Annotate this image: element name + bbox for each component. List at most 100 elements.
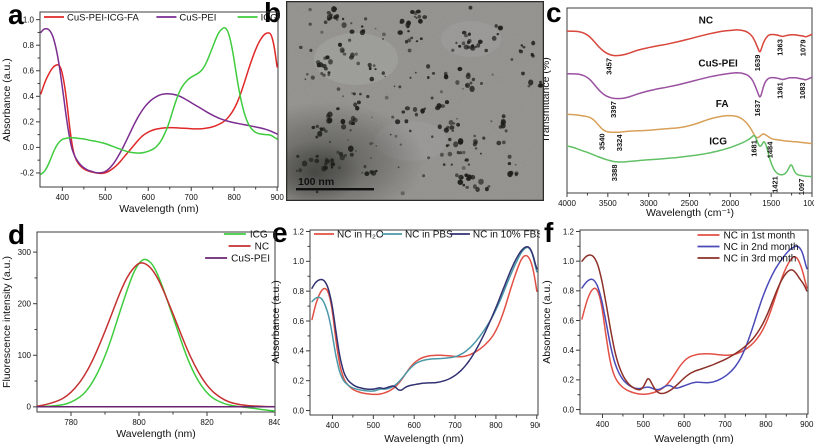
x-tick-label: 800 [228, 193, 242, 202]
series-label: CuS-PEI [698, 58, 738, 69]
x-tick-label: 900 [270, 193, 284, 202]
series-cus-pei [567, 72, 812, 100]
x-tick-label: 600 [142, 193, 156, 202]
x-tick-label: 2500 [681, 199, 699, 208]
y-tick-label: 0.8 [293, 287, 305, 296]
legend-item: NC in PBS [405, 230, 453, 241]
peak-annotation: 3388 [610, 165, 619, 182]
x-axis-label: Wavelength (nm) [384, 433, 464, 445]
x-tick-label: 500 [99, 193, 113, 202]
y-tick-label: 0.4 [23, 92, 35, 101]
legend-item: NC [255, 242, 269, 253]
series-group [567, 29, 812, 178]
legend-item: NC in 1st month [724, 231, 796, 242]
x-tick-label: 600 [678, 420, 692, 429]
legend-item: NC in 10% FBS [473, 230, 540, 241]
legend-item: CuS-PEI-ICG-FA [67, 12, 139, 23]
x-tick-label: 500 [367, 421, 381, 430]
peak-annotation: 1097 [797, 179, 806, 196]
y-tick-label: 0.2 [563, 376, 575, 385]
y-axis-label: Absorbance (a.u.) [270, 280, 282, 363]
x-axis-label: Wavelength (nm) [116, 428, 196, 440]
peak-annotation: 3540 [598, 133, 607, 150]
series-label: ICG [709, 137, 727, 148]
series-cus-pei-icg-fa [40, 32, 278, 175]
series-group [37, 258, 275, 412]
series-nc-in-pbs [311, 246, 538, 392]
peak-annotation: 1079 [799, 40, 808, 57]
chart-e: 400 500 600 700 800 900 0.0 0.2 0.4 0.6 0.8 1.0 1.2 N… [270, 227, 540, 445]
x-tick-label: 3500 [599, 199, 617, 208]
plot-frame [39, 11, 279, 188]
series-nc [37, 262, 275, 408]
chart-a: 400 500 600 700 800 900 -0.2 0.0 0.2 0.4 0.6 0.8 1.0… [1, 11, 284, 215]
y-tick-label: 0.8 [23, 41, 35, 50]
peak-annotation: 3324 [615, 134, 624, 152]
series-label: NC [699, 16, 713, 27]
plot-frame [309, 229, 539, 416]
x-tick-label: 1500 [762, 199, 780, 208]
legend-item: CuS-PEI [231, 254, 270, 265]
y-tick-label: 1.2 [563, 227, 575, 236]
series-nc-in-h-o [311, 254, 538, 396]
y-tick-label: 0.6 [23, 67, 35, 76]
tem-scale-label: 100 nm [298, 176, 334, 188]
y-tick-label: 0.4 [293, 347, 305, 356]
x-tick-label: 820 [200, 418, 214, 427]
y-tick-label: 0.0 [563, 405, 575, 414]
x-tick-label: 700 [185, 193, 199, 202]
series-nc-in-10-fbs [311, 245, 538, 392]
y-tick-label: 1.0 [563, 257, 575, 266]
x-tick-label: 400 [56, 193, 70, 202]
x-tick-label: 600 [408, 421, 422, 430]
x-axis-label: Wavelength (nm) [654, 433, 734, 445]
y-tick-label: 1.2 [293, 227, 305, 236]
y-tick-label: 0.6 [293, 317, 305, 326]
peak-annotation: 1637 [753, 100, 762, 117]
x-axis-label: Wavelength (nm) [119, 203, 199, 215]
x-tick-label: 4000 [558, 199, 576, 208]
panel-label-e: e [272, 217, 288, 248]
y-tick-label: 0.8 [563, 287, 575, 296]
series-nc-in-2nd-month [581, 245, 808, 391]
chart-f: 400 500 600 700 800 900 0.0 0.2 0.4 0.6 0.8 1.0 1.2 N… [541, 227, 814, 445]
legend-item: ICG [261, 12, 278, 23]
x-axis-label: Wavelength (cm⁻¹) [646, 207, 734, 218]
y-tick-label: 0.2 [293, 376, 305, 385]
series-icg [567, 134, 812, 178]
x-tick-label: 900 [800, 420, 814, 429]
y-tick-label: 0.6 [563, 316, 575, 325]
y-tick-label: 300 [18, 248, 32, 257]
x-tick-label: 500 [637, 420, 651, 429]
legend-item: NC in 2nd month [724, 242, 799, 253]
x-tick-label: 800 [489, 421, 503, 430]
x-tick-label: 840 [268, 418, 280, 427]
series-label: FA [716, 99, 729, 110]
plot-frame [579, 229, 809, 415]
panel-label-d: d [8, 219, 26, 250]
series-group [40, 27, 278, 175]
x-tick-label: 400 [326, 421, 340, 430]
series-fa [567, 113, 812, 145]
x-tick-label: 400 [596, 420, 610, 429]
panel-label-a: a [8, 0, 24, 30]
y-tick-label: 0.2 [23, 118, 35, 127]
plot-frame [36, 231, 276, 413]
legend-item: ICG [250, 230, 268, 241]
legend-item: CuS-PEI [179, 12, 216, 23]
panel-label-c: c [546, 0, 562, 28]
x-tick-label: 800 [132, 418, 146, 427]
tem-scale-bar [296, 188, 374, 191]
peak-annotation: 1484 [766, 141, 775, 159]
x-tick-label: 2000 [721, 199, 739, 208]
plot-frame [566, 7, 813, 194]
series-group [311, 245, 538, 396]
y-tick-label: 1.0 [23, 15, 35, 24]
series-nc-in-1st-month [581, 256, 808, 395]
x-tick-label: 900 [530, 421, 540, 430]
series-cus-pei [40, 28, 278, 174]
series-icg [37, 258, 275, 412]
series-nc-in-3rd-month [581, 254, 808, 395]
